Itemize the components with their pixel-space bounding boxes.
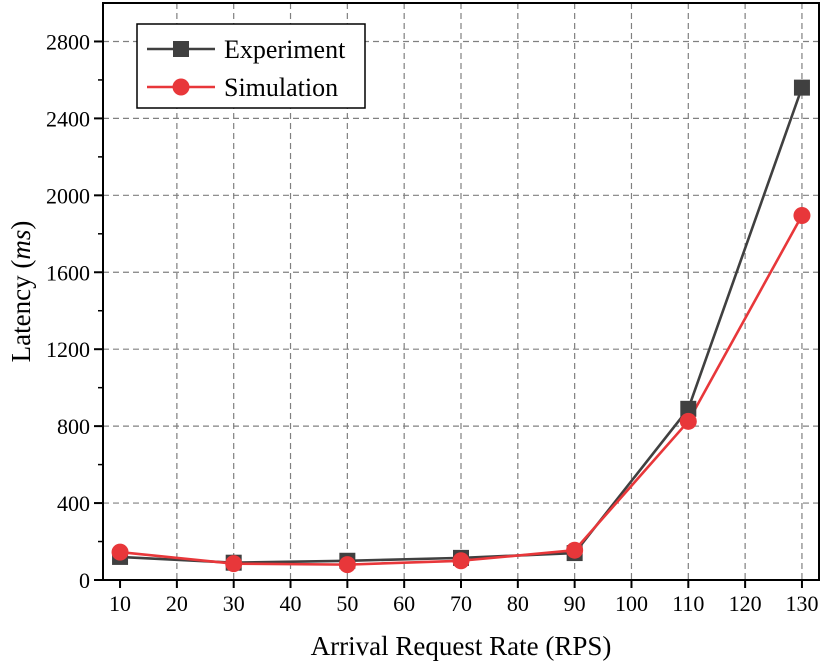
- x-tick-label: 10: [109, 591, 131, 616]
- x-tick-label: 50: [336, 591, 358, 616]
- series-markers: [111, 79, 811, 574]
- y-tick-label: 1200: [46, 337, 90, 362]
- y-tick-label: 2800: [46, 29, 90, 54]
- simulation-point: [452, 552, 470, 570]
- grid-lines: [103, 3, 819, 580]
- x-tick-label: 130: [785, 591, 818, 616]
- x-tick-label: 60: [393, 591, 415, 616]
- simulation-point: [793, 207, 811, 225]
- x-tick-label: 20: [166, 591, 188, 616]
- x-tick-label: 40: [280, 591, 302, 616]
- legend-box: [136, 23, 366, 109]
- legend-experiment-label: Experiment: [224, 35, 346, 64]
- y-tick-label: 0: [79, 568, 90, 593]
- legend-items: Experiment Simulation: [147, 35, 346, 102]
- y-tick-label: 400: [57, 491, 90, 516]
- legend-simulation-label: Simulation: [224, 73, 338, 102]
- legend: Experiment Simulation: [136, 23, 366, 109]
- simulation-point: [679, 412, 697, 430]
- y-tick-label: 1600: [46, 260, 90, 285]
- simulation-point: [225, 555, 243, 573]
- x-tick-label: 70: [450, 591, 472, 616]
- experiment-point: [680, 400, 697, 417]
- simulation-point: [566, 541, 584, 559]
- x-tick-label: 110: [672, 591, 704, 616]
- simulation-point: [338, 556, 356, 574]
- x-tick-label: 30: [223, 591, 245, 616]
- y-tick-label: 800: [57, 414, 90, 439]
- y-tick-label: 2000: [46, 183, 90, 208]
- y-axis-label: Latency (ms): [6, 221, 36, 363]
- x-tick-label: 80: [507, 591, 529, 616]
- experiment-point: [793, 79, 810, 96]
- y-axis-label-close: ): [6, 221, 36, 230]
- y-axis-label-main: Latency (: [6, 260, 36, 363]
- legend-simulation-marker: [172, 78, 190, 96]
- x-tick-label: 90: [564, 591, 586, 616]
- legend-experiment-marker: [173, 41, 189, 57]
- simulation-point: [111, 543, 129, 561]
- axis-ticks: 10 20 30 40 50 60 70 80 90 100 110 120 130 0 400 800 120…: [46, 29, 818, 616]
- y-tick-label: 2400: [46, 106, 90, 131]
- x-tick-label: 100: [615, 591, 648, 616]
- y-axis-label-unit: ms: [6, 230, 36, 260]
- x-axis-label: Arrival Request Rate (RPS): [311, 631, 612, 661]
- x-tick-label: 120: [729, 591, 762, 616]
